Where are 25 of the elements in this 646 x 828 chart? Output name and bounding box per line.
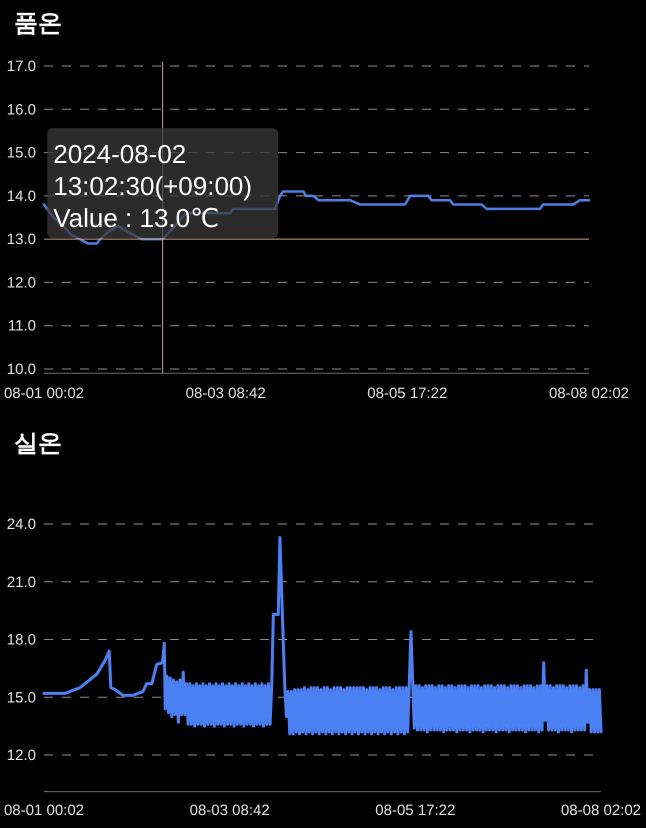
y-tick-label: 14.0 [6,188,36,205]
annotation: 2024-08-02 13:02:30(+09:00) Value : 13.0℃ [53,139,252,234]
y-tick-label: 24.0 [6,516,36,533]
y-tick-label: 15.0 [6,144,36,162]
x-tick-label: 08-05 17:22 [375,802,456,819]
y-tick-label: 12.0 [6,747,36,764]
y-tick-label: 18.0 [6,632,36,649]
y-tick-label: 12.0 [6,274,36,292]
x-tick-label: 08-08 02:02 [560,802,642,819]
y-tick-label: 16.0 [6,101,36,118]
y-tick-label: 10.0 [6,360,36,378]
title: 실온 [14,430,62,457]
x-tick-label: 08-01 00:02 [4,385,84,402]
title: 품온 [14,10,62,37]
y-tick-label: 17.0 [6,58,36,76]
x-tick-label: 08-08 02:02 [548,385,630,402]
y-tick-label: 11.0 [8,318,36,335]
x-tick-label: 08-05 17:22 [367,385,448,402]
x-tick-label: 08-03 08:42 [190,802,270,819]
y-tick-label: 15.0 [6,689,36,706]
y-tick-label: 21.0 [6,574,36,591]
y-tick-label: 13.0 [6,231,36,248]
x-tick-label: 08-01 00:02 [4,802,84,819]
tooltip: 2024-08-02 13:02:30(+09:00) Value : 13.0℃ [47,128,278,238]
x-tick-label: 08-03 08:42 [186,385,266,402]
